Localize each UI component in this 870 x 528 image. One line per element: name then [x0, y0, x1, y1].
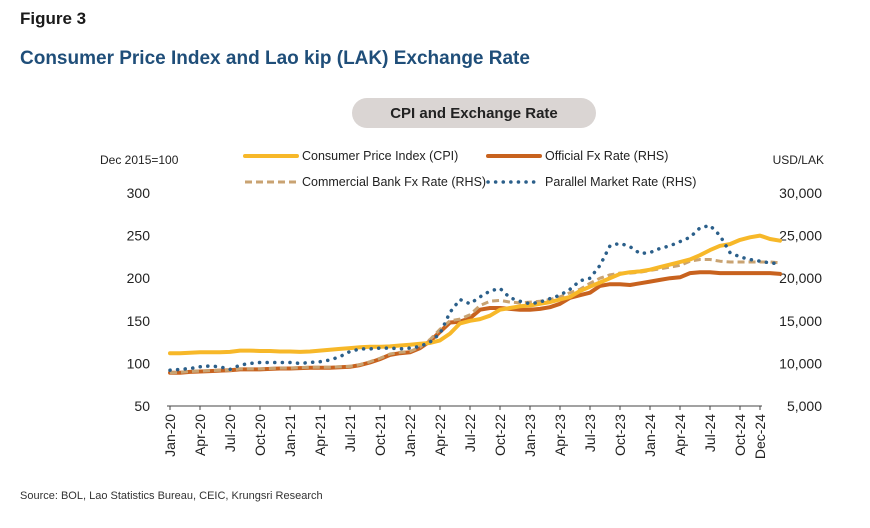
source-note: Source: BOL, Lao Statistics Bureau, CEIC… — [20, 490, 323, 502]
y-right-tick-label: 5,000 — [787, 398, 822, 414]
legend-label: Consumer Price Index (CPI) — [302, 149, 458, 163]
y-right-tick-label: 25,000 — [779, 228, 822, 244]
x-tick-label: Jul-21 — [342, 414, 358, 452]
series-line-2 — [169, 258, 781, 375]
chart-title: Consumer Price Index and Lao kip (LAK) E… — [20, 48, 530, 69]
x-tick-label: Jan-22 — [402, 414, 418, 457]
x-tick-label: Apr-23 — [552, 414, 568, 456]
x-tick-label: Oct-23 — [612, 414, 628, 456]
x-tick-label: Jan-21 — [282, 414, 298, 457]
figure-label: Figure 3 — [20, 9, 87, 28]
x-tick-label: Jul-22 — [462, 414, 478, 452]
y-right-tick-label: 15,000 — [779, 313, 822, 329]
x-axis: Jan-20 Apr-20 Jul-20 Oct-20 Jan-21 Apr-21 Jul-… — [162, 406, 768, 459]
legend-label: Official Fx Rate (RHS) — [545, 149, 668, 163]
x-tick-label: Jan-20 — [162, 414, 178, 457]
x-tick-label: Jul-20 — [222, 414, 238, 452]
x-tick-label: Oct-24 — [732, 414, 748, 456]
y-left-tick-label: 300 — [127, 185, 151, 201]
y-right-tick-label: 20,000 — [779, 270, 822, 286]
legend-label: Parallel Market Rate (RHS) — [545, 175, 696, 189]
y-left-tick-label: 150 — [127, 313, 151, 329]
right-axis-label: USD/LAK — [773, 153, 824, 167]
x-tick-label: Oct-22 — [492, 414, 508, 456]
x-tick-label: Apr-20 — [192, 414, 208, 456]
legend: Consumer Price Index (CPI) Official Fx Ra… — [243, 149, 696, 189]
y-axis-right: 30,000 25,000 20,000 15,000 10,000 5,000 — [779, 185, 822, 414]
legend-label: Commercial Bank Fx Rate (RHS) — [302, 175, 486, 189]
x-tick-label: Oct-20 — [252, 414, 268, 456]
series-line-0 — [168, 233, 782, 356]
x-tick-label: Jan-24 — [642, 414, 658, 457]
series-group — [168, 223, 782, 375]
x-tick-label: Oct-21 — [372, 414, 388, 456]
chart-subtitle: CPI and Exchange Rate — [390, 104, 558, 122]
y-left-tick-label: 250 — [127, 228, 151, 244]
x-tick-label: Jul-23 — [582, 414, 598, 452]
y-left-tick-label: 50 — [134, 398, 150, 414]
x-tick-label: Jan-23 — [522, 414, 538, 457]
chart-subtitle-pill: CPI and Exchange Rate — [352, 98, 596, 128]
y-axis-left: 300 250 200 150 100 50 — [127, 185, 151, 414]
x-tick-label: Dec-24 — [752, 414, 768, 459]
x-tick-label: Apr-21 — [312, 414, 328, 456]
y-right-tick-label: 30,000 — [779, 185, 822, 201]
y-right-tick-label: 10,000 — [779, 355, 822, 371]
y-left-tick-label: 100 — [127, 355, 151, 371]
series-line-1 — [168, 270, 782, 375]
x-tick-label: Jul-24 — [702, 414, 718, 452]
y-left-tick-label: 200 — [127, 270, 151, 286]
series-line-3 — [168, 223, 782, 372]
x-tick-label: Apr-22 — [432, 414, 448, 456]
x-tick-label: Apr-24 — [672, 414, 688, 456]
left-axis-label: Dec 2015=100 — [100, 153, 179, 167]
